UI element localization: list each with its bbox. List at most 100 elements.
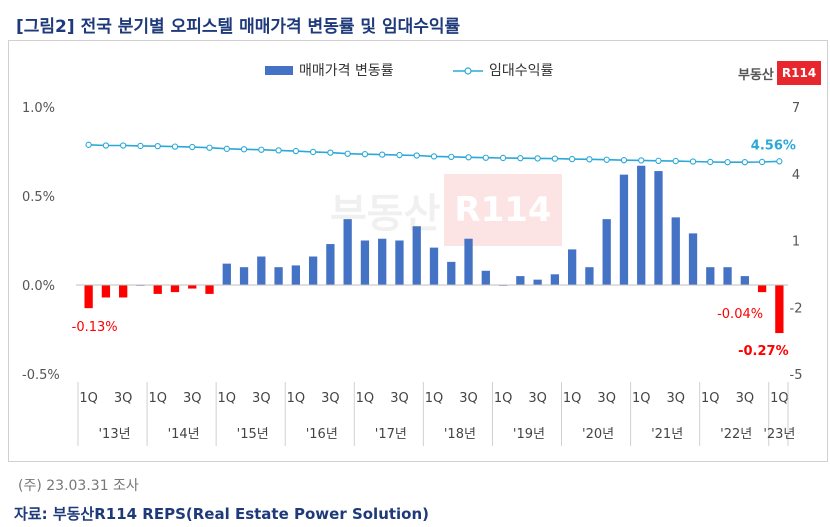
x-tick-label: 3Q [528,391,547,406]
yield-point [102,142,110,149]
x-tick-label: 1Q [770,391,789,406]
yield-point [189,143,196,151]
legend-bar-swatch [265,66,293,75]
yield-point [655,157,662,164]
bar-series [76,165,788,334]
watermark-logo: 부동산 R114 [330,170,562,250]
bar [101,285,111,298]
bar [637,165,646,285]
bar [775,285,784,334]
x-tick-label: 3Q [183,391,202,406]
bar [395,240,404,285]
yield-point [154,143,161,150]
yield-point [448,153,455,160]
chart-svg: 매매가격 변동률 임대수익률 1.0% 0.5% 0.0% -0.5% 7 4 1 -2 -5… [22,63,803,446]
x-axis: 1Q 3Q 1Q 3Q 1Q 3Q 1Q 3Q 1Q 3Q 1Q 3Q 1Q 3Q 1Q 3Q 1Q 3Q 1Q 3Q… [77,382,795,446]
bar [706,267,715,285]
x-tick-label: 3Q [597,391,616,406]
x-year-label: '23년 [763,427,795,442]
yield-point [137,142,144,150]
label-prev-bar: -0.04% [717,307,763,322]
bar [429,247,439,285]
yield-point [223,145,230,152]
y-right-tick-label: -2 [790,301,803,316]
yield-point [206,144,213,151]
yield-point [758,158,766,166]
yield-point [741,159,748,166]
bar [153,285,162,294]
source-note: 자료: 부동산R114 REPS(Real Estate Power Solut… [14,505,430,523]
y-right-tick-label: 4 [792,168,800,183]
x-tick-label: 1Q [701,391,720,406]
bar [585,267,594,285]
legend: 매매가격 변동률 임대수익률 [265,63,554,79]
bar [343,219,352,285]
bar [481,270,490,285]
x-tick-label: 1Q [218,391,237,406]
yield-point [465,154,472,161]
bar [170,285,180,293]
bar [205,285,214,294]
bar [257,256,266,285]
yield-point [517,155,524,162]
yield-point [499,154,507,162]
x-tick-label: 3Q [736,391,755,406]
legend-line-marker [464,67,472,75]
yield-point [707,158,714,166]
yield-point [413,152,420,159]
yield-point [638,157,645,164]
bar [360,240,370,285]
x-tick-label: 3Q [114,391,133,406]
yield-point [361,151,369,158]
yield-point [292,147,300,155]
y-axis-right: 7 4 1 -2 -5 [790,101,803,383]
bar [550,274,560,285]
bar [239,267,249,285]
yield-point [482,154,489,161]
x-year-label: '17년 [375,427,407,442]
bar [308,256,318,285]
yield-point [724,159,731,166]
x-year-label: '14년 [168,427,200,442]
bar [723,267,732,285]
data-labels: -0.13% -0.04% -0.27% 4.56% [72,138,796,359]
yield-point [689,158,697,165]
x-tick-label: 1Q [632,391,651,406]
chart-title: [그림2] 전국 분기별 오피스텔 매매가격 변동률 및 임대수익률 [16,17,461,37]
yield-point [620,157,628,164]
yield-point [85,141,92,148]
bar [740,276,749,285]
bar [326,244,335,285]
yield-point [551,155,559,162]
yield-point [534,155,541,162]
y-left-tick-label: -0.5% [22,368,60,383]
y-right-tick-label: -5 [790,368,803,383]
yield-point [430,153,438,160]
yield-point [568,155,576,163]
bar [688,233,698,285]
brand-logo: 부동산 R114 [738,60,822,86]
bar [447,261,456,285]
yield-point [379,151,386,158]
yield-point [344,150,351,157]
bar [378,238,387,285]
bar [757,285,767,293]
y-left-tick-label: 0.0% [22,279,55,294]
y-right-tick-label: 1 [792,235,800,250]
bar [188,285,197,289]
y-left-tick-label: 0.5% [22,190,55,205]
x-tick-label: 3Q [252,391,271,406]
x-tick-label: 1Q [79,391,98,406]
x-tick-label: 3Q [459,391,478,406]
y-left-tick-label: 1.0% [22,101,55,116]
bar [671,217,680,285]
bar [568,249,577,285]
bar [464,238,473,285]
yield-point [240,146,248,153]
bar [412,226,421,285]
bar [291,265,300,285]
x-tick-label: 1Q [148,391,167,406]
legend-line-label: 임대수익률 [489,63,554,79]
yield-point [586,156,593,163]
label-line-last: 4.56% [751,138,796,153]
